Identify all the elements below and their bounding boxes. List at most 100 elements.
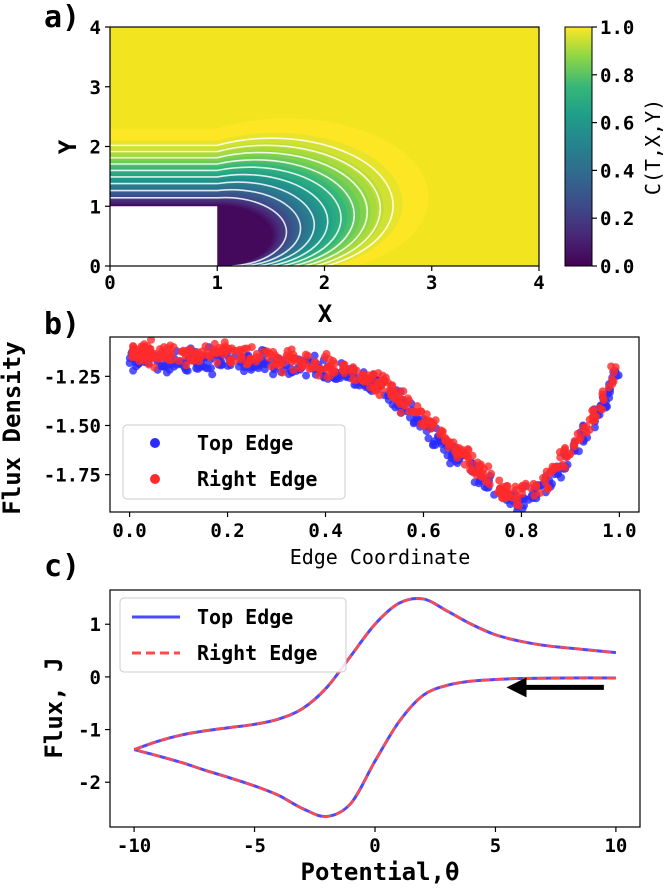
panel-c: c) -10 -5 0 5 10 10-1-2 Potential,θ Flux, J … bbox=[40, 549, 641, 886]
panel-b-x-ticks: 0.0 0.2 0.4 0.6 0.8 1.0 bbox=[112, 512, 637, 542]
scatter-point bbox=[240, 367, 249, 376]
scatter-point bbox=[377, 380, 386, 389]
scatter-point bbox=[544, 485, 553, 494]
scatter-point bbox=[144, 360, 153, 369]
scatter-point bbox=[422, 410, 431, 419]
scatter-point bbox=[374, 369, 383, 378]
scatter-point bbox=[151, 349, 160, 358]
y-tick-label: -1 bbox=[78, 720, 101, 742]
scatter-point bbox=[215, 347, 224, 356]
scatter-point bbox=[227, 358, 236, 367]
scatter-point bbox=[504, 490, 513, 499]
contour-line bbox=[110, 196, 288, 266]
scatter-point bbox=[196, 353, 205, 362]
scatter-point bbox=[474, 479, 483, 488]
x-tick-label: 1.0 bbox=[602, 520, 636, 542]
panel-b-legend: Top Edge Right Edge bbox=[122, 424, 346, 500]
contour-line bbox=[110, 188, 302, 266]
scatter-point bbox=[582, 422, 591, 431]
panel-b-label: b) bbox=[44, 307, 80, 342]
scatter-point bbox=[506, 500, 515, 509]
scatter-point bbox=[405, 407, 414, 416]
colorbar-tick-label: 0.6 bbox=[600, 113, 634, 135]
y-tick-label: 1 bbox=[90, 614, 101, 636]
panel-b-y-ticks: -1.25 -1.50 -1.75 bbox=[44, 366, 110, 487]
scatter-point bbox=[496, 486, 505, 495]
y-tick-label: -1.25 bbox=[44, 366, 101, 388]
y-tick-label: -1.50 bbox=[44, 415, 101, 437]
scatter-point bbox=[322, 349, 331, 358]
legend-label-right-edge-c: Right Edge bbox=[197, 641, 317, 665]
scatter-point bbox=[536, 488, 545, 497]
x-tick-label: 5 bbox=[490, 835, 501, 857]
scatter-point bbox=[182, 361, 191, 370]
cv-line-right-edge bbox=[133, 676, 616, 818]
legend-label-top-edge: Top Edge bbox=[197, 431, 293, 455]
scatter-point bbox=[475, 462, 484, 471]
scatter-point bbox=[243, 344, 252, 353]
scatter-point bbox=[530, 491, 539, 500]
scatter-point bbox=[287, 345, 296, 354]
x-tick-label: 0.0 bbox=[112, 520, 146, 542]
cv-curves bbox=[133, 596, 617, 819]
scatter-point bbox=[426, 424, 435, 433]
scatter-point bbox=[210, 339, 219, 348]
panel-b-frame bbox=[109, 336, 640, 513]
panel-a-y-ticks: 0 1 2 3 4 bbox=[90, 17, 110, 278]
panel-c-y-ticks: 1 0 -1 -2 bbox=[78, 614, 110, 794]
contour-line bbox=[110, 159, 356, 266]
contour-line bbox=[110, 166, 342, 266]
scatter-point bbox=[175, 356, 184, 365]
scatter-point bbox=[161, 351, 170, 360]
scatter-point bbox=[371, 386, 380, 395]
panel-c-label: c) bbox=[44, 549, 80, 584]
scatter-point bbox=[206, 364, 215, 373]
scatter-point bbox=[289, 366, 298, 375]
scatter-point bbox=[278, 359, 287, 368]
scatter-point bbox=[314, 371, 323, 380]
scatter-point bbox=[339, 365, 348, 374]
scatter-point bbox=[388, 381, 397, 390]
panel-c-legend: Top Edge Right Edge bbox=[119, 597, 347, 673]
scatter-point bbox=[561, 463, 570, 472]
scatter-point bbox=[413, 402, 422, 411]
scatter-point bbox=[431, 416, 440, 425]
legend-marker-right-edge bbox=[150, 474, 160, 484]
panel-a-xlabel: X bbox=[318, 300, 333, 328]
panel-c-ylabel: Flux, J bbox=[40, 657, 68, 758]
panel-c-xlabel: Potential,θ bbox=[301, 858, 460, 886]
colorbar-ticks: 0.0 0.2 0.4 0.6 0.8 1.0 bbox=[592, 17, 634, 278]
scatter-point bbox=[394, 392, 403, 401]
colorbar bbox=[564, 26, 593, 267]
scatter-point bbox=[518, 484, 527, 493]
contour-line bbox=[110, 173, 329, 266]
legend-label-right-edge: Right Edge bbox=[197, 467, 317, 491]
y-tick-label: 2 bbox=[90, 137, 101, 159]
scatter-point bbox=[585, 415, 594, 424]
x-tick-label: 0.8 bbox=[504, 520, 538, 542]
panel-b: b) 0.0 0.2 0.4 0.6 0.8 1.0 -1.25 -1.50 -1.75 Ed… bbox=[0, 307, 640, 569]
y-tick-label: 0 bbox=[90, 256, 101, 278]
scatter-point bbox=[399, 387, 408, 396]
x-tick-label: 2 bbox=[319, 272, 330, 294]
panel-a-label: a) bbox=[44, 0, 80, 35]
heatmap-obstacle bbox=[110, 206, 218, 266]
scatter-point bbox=[204, 351, 213, 360]
scatter-point bbox=[140, 348, 149, 357]
scatter-point bbox=[479, 469, 488, 478]
scatter-point bbox=[254, 364, 263, 373]
scatter-point bbox=[598, 405, 607, 414]
scatter-point bbox=[405, 396, 414, 405]
scatter-point bbox=[263, 347, 272, 356]
scatter-point bbox=[162, 368, 171, 377]
panel-b-ylabel: Flux Density bbox=[0, 341, 26, 514]
scatter-point bbox=[237, 352, 246, 361]
scatter-point bbox=[465, 459, 474, 468]
x-tick-label: 4 bbox=[533, 272, 544, 294]
scatter-point bbox=[246, 354, 255, 363]
contour-line bbox=[110, 181, 316, 266]
x-tick-label: 0 bbox=[104, 272, 115, 294]
scatter-point bbox=[182, 349, 191, 358]
scatter-point bbox=[232, 346, 241, 355]
